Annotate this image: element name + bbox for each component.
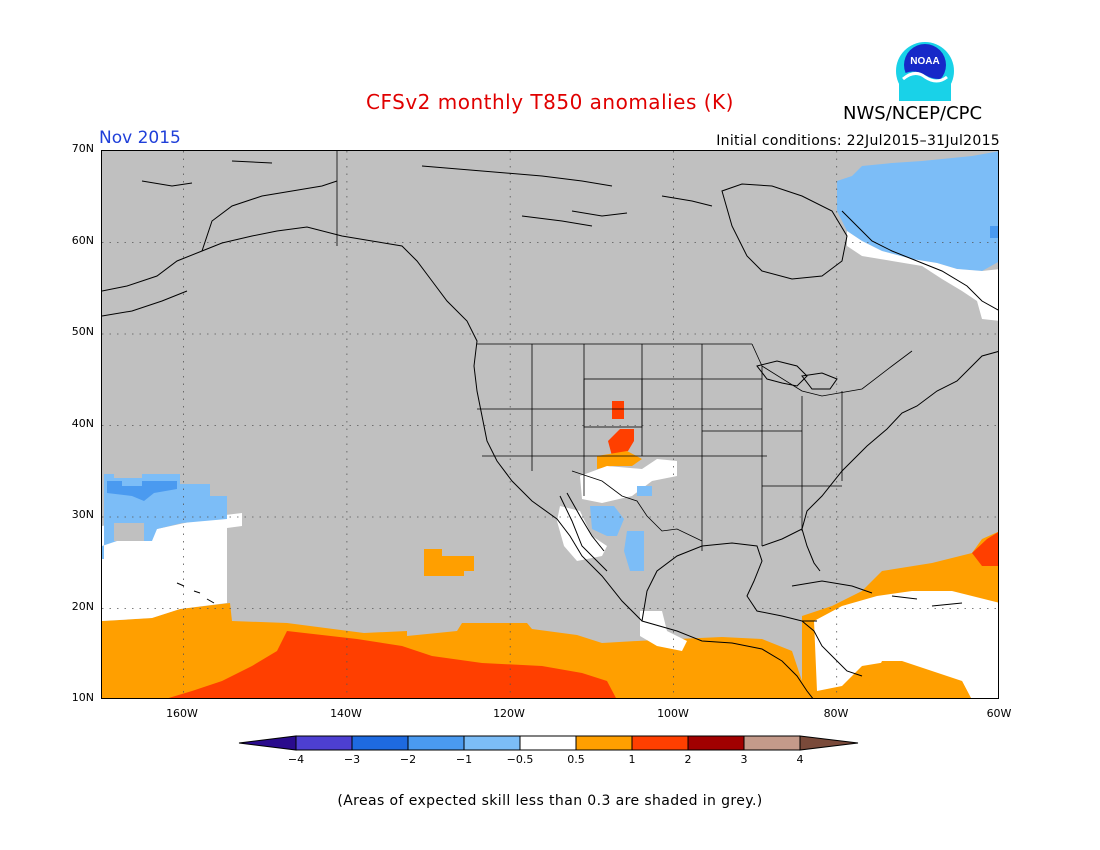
warm-anomaly-southwest: [597, 451, 642, 469]
cool-anomaly-labrador: [837, 151, 998, 271]
lat-label: 20N: [71, 600, 94, 613]
cool-anomaly-mexico: [590, 486, 652, 571]
neutral-area-central-america: [640, 611, 687, 651]
neutral-area-caribbean: [814, 591, 998, 698]
noaa-logo-icon: NOAA: [895, 41, 955, 101]
lat-label: 40N: [71, 417, 94, 430]
anomaly-fields: [102, 151, 998, 698]
colorbar-segment: [743, 735, 801, 751]
warm-anomaly-caribbean-strong: [972, 532, 998, 566]
colorbar-segment: [687, 735, 745, 751]
footnote: (Areas of expected skill less than 0.3 a…: [337, 793, 763, 809]
lat-label: 30N: [71, 508, 94, 521]
anomaly-map: [102, 151, 998, 698]
chart-title: CFSv2 monthly T850 anomalies (K): [366, 90, 734, 114]
lat-label: 50N: [71, 325, 94, 338]
initial-conditions: Initial conditions: 22Jul2015–31Jul2015: [716, 133, 1000, 149]
forecast-month: Nov 2015: [99, 128, 181, 148]
colorbar-label: −4: [287, 753, 305, 766]
colorbar-segment: [407, 735, 465, 751]
logo-text: NOAA: [910, 56, 939, 67]
colorbar: [238, 735, 859, 751]
colorbar-label: −3: [343, 753, 361, 766]
lat-label: 10N: [71, 691, 94, 704]
colorbar-label: −2: [399, 753, 417, 766]
colorbar-arrow-high: [799, 735, 859, 751]
lon-label: 80W: [823, 707, 849, 720]
colorbar-label: 0.5: [567, 753, 585, 766]
warm-anomaly-central-pacific: [424, 549, 474, 576]
colorbar-segment: [463, 735, 521, 751]
colorbar-label: 3: [740, 753, 748, 766]
lat-label: 60N: [71, 234, 94, 247]
colorbar-label: 4: [796, 753, 804, 766]
lon-gridlines: [183, 151, 838, 698]
lon-label: 160W: [166, 707, 198, 720]
colorbar-segment: [575, 735, 633, 751]
colorbar-segment: [295, 735, 353, 751]
lon-label: 140W: [330, 707, 362, 720]
lat-gridlines: [102, 242, 998, 609]
political-borders: [336, 151, 913, 551]
colorbar-label: −0.5: [506, 753, 534, 766]
colorbar-arrow-low: [238, 735, 297, 751]
colorbar-segment: [631, 735, 689, 751]
lon-label: 60W: [986, 707, 1012, 720]
colorbar-label: −1: [455, 753, 473, 766]
lon-label: 100W: [657, 707, 689, 720]
coastlines: [102, 160, 998, 698]
lat-label: 70N: [71, 142, 94, 155]
colorbar-label: 1: [628, 753, 636, 766]
colorbar-segment: [351, 735, 409, 751]
colorbar-segment: [519, 735, 577, 751]
colorbar-label: 2: [684, 753, 692, 766]
map-panel: [101, 150, 999, 699]
cool-anomaly-northeast-pacific-core: [107, 481, 177, 501]
warm-anomaly-rockies: [608, 401, 634, 456]
neutral-area-labrador: [847, 231, 998, 321]
neutral-area-southwest: [557, 459, 677, 561]
lon-label: 120W: [493, 707, 525, 720]
warm-anomaly-pacific-strong: [168, 631, 616, 698]
agency-label: NWS/NCEP/CPC: [843, 103, 983, 124]
